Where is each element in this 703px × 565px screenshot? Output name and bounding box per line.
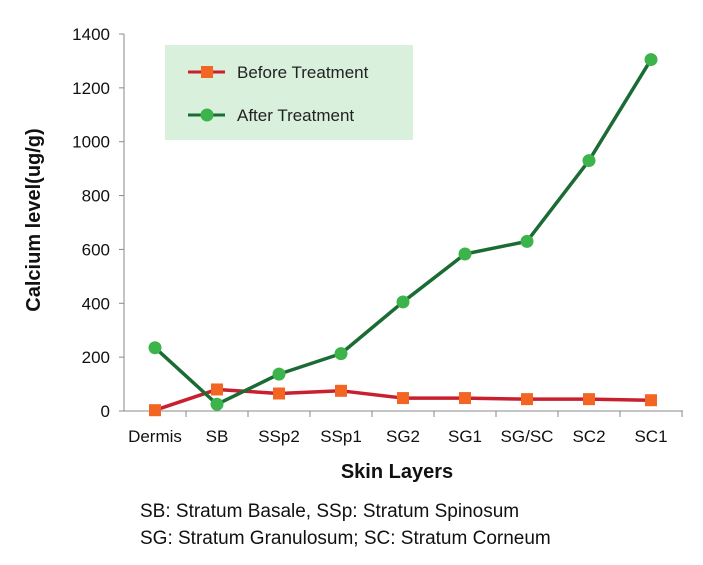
data-point — [211, 383, 223, 396]
data-point — [148, 341, 162, 355]
x-axis-title: Skin Layers — [341, 461, 453, 483]
data-point — [397, 392, 409, 405]
x-tick-label: SG1 — [448, 427, 482, 446]
series-layer — [148, 53, 658, 417]
y-tick-label: 400 — [82, 294, 110, 313]
footnote-line-1: SB: Stratum Basale, SSp: Stratum Spinosu… — [140, 501, 520, 522]
data-point — [521, 393, 533, 406]
y-tick-label: 600 — [82, 240, 110, 259]
data-point — [458, 247, 472, 261]
x-tick-label: SB — [206, 427, 229, 446]
series-after-treatment — [148, 53, 658, 411]
data-point — [335, 384, 347, 397]
data-point — [210, 397, 224, 411]
y-tick-label: 800 — [82, 187, 110, 206]
x-tick-label: SG/SC — [501, 427, 554, 446]
x-tick-label: SSp1 — [320, 427, 362, 446]
legend-background — [165, 45, 413, 140]
series-before-treatment — [149, 383, 657, 417]
x-axis-ticks: Dermis SB SSp2 SSp1 SG2 SG1 SG/SC SC2 SC1 — [128, 411, 683, 446]
data-point — [396, 295, 410, 309]
data-point — [149, 404, 161, 417]
y-tick-label: 200 — [82, 348, 110, 367]
data-point — [459, 392, 471, 405]
data-point — [520, 234, 534, 248]
legend-label-before: Before Treatment — [237, 63, 369, 82]
legend-label-after: After Treatment — [237, 106, 354, 125]
legend-marker-after — [200, 108, 214, 122]
y-tick-label: 1200 — [72, 79, 110, 98]
line-chart: 0 200 400 600 800 1000 1200 1400 Dermis SB SSp2 SS… — [23, 25, 683, 483]
footnote-line-2: SG: Stratum Granulosum; SC: Stratum Corn… — [140, 528, 551, 549]
data-point — [645, 394, 657, 407]
x-tick-label: SG2 — [386, 427, 420, 446]
data-point — [644, 53, 658, 67]
y-tick-label: 1000 — [72, 133, 110, 152]
data-point — [582, 154, 596, 168]
x-tick-label: SSp2 — [258, 427, 300, 446]
x-tick-label: Dermis — [128, 427, 182, 446]
y-tick-label: 1400 — [72, 25, 110, 44]
y-tick-label: 0 — [101, 402, 110, 421]
x-tick-label: SC2 — [572, 427, 605, 446]
data-point — [272, 367, 286, 381]
y-axis-title: Calcium level(ug/g) — [23, 128, 45, 311]
legend: Before Treatment After Treatment — [165, 45, 413, 140]
data-point — [273, 387, 285, 400]
y-axis-ticks: 0 200 400 600 800 1000 1200 1400 — [72, 25, 124, 421]
x-tick-label: SC1 — [634, 427, 667, 446]
data-point — [583, 393, 595, 406]
legend-marker-before — [201, 66, 213, 78]
data-point — [334, 347, 348, 361]
